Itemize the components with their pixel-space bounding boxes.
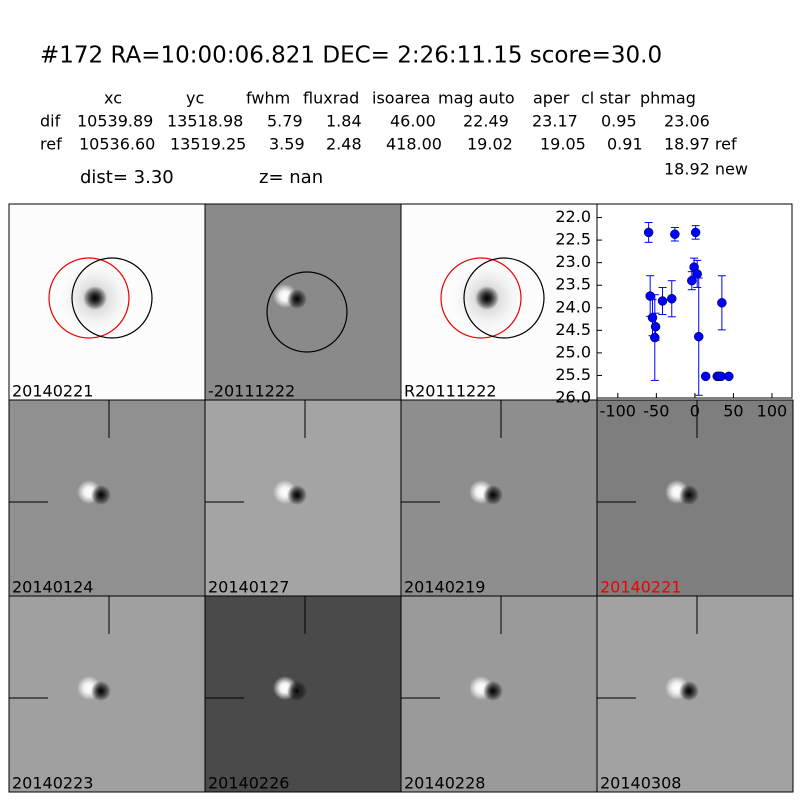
cell: 13518.98 <box>167 112 243 131</box>
x-tick-label: 0 <box>690 402 700 421</box>
y-tick-label: 22.5 <box>555 230 591 249</box>
point <box>643 227 654 238</box>
cell: 18.97 ref <box>664 135 737 154</box>
column-header: phmag <box>640 89 696 108</box>
stamp-label: 20140228 <box>404 774 485 793</box>
cell: 418.00 <box>386 135 442 154</box>
negative <box>483 681 503 701</box>
negative <box>287 289 307 309</box>
y-tick-label: 23.0 <box>555 252 591 271</box>
stamp-label: 20140127 <box>208 578 289 597</box>
point <box>650 321 661 332</box>
y-tick-label: 26.0 <box>555 388 591 407</box>
stamp-label: 20140219 <box>404 578 485 597</box>
cell: 10539.89 <box>77 112 153 131</box>
y-tick-label: 23.5 <box>555 275 591 294</box>
y-tick-label: 22.0 <box>555 207 591 226</box>
column-header: aper <box>533 89 570 108</box>
point <box>724 371 734 382</box>
stamp-label: 20140124 <box>12 578 93 597</box>
column-header: fwhm <box>246 89 290 108</box>
source <box>83 286 107 310</box>
x-tick-label: 100 <box>757 402 788 421</box>
cell: 19.02 <box>467 135 513 154</box>
cell: 1.84 <box>326 112 362 131</box>
x-tick-label: -100 <box>600 402 636 421</box>
column-header: fluxrad <box>303 89 359 108</box>
point <box>692 269 702 279</box>
y-tick-label: 25.0 <box>555 342 591 361</box>
cell: 22.49 <box>463 112 509 131</box>
stamp-label: 20140223 <box>12 774 93 793</box>
negative <box>679 681 699 701</box>
column-header: mag auto <box>438 89 515 108</box>
cell: ref <box>40 135 62 154</box>
new-circle <box>71 257 153 339</box>
point <box>667 293 677 304</box>
ref-circle <box>48 257 130 339</box>
stamp-label: 20140221 <box>12 382 93 401</box>
cell: 0.95 <box>601 112 637 131</box>
stamp-label: 20140226 <box>208 774 289 793</box>
cell: 46.00 <box>390 112 436 131</box>
cell: 10536.60 <box>79 135 155 154</box>
cell: 0.91 <box>607 135 643 154</box>
cell: dif <box>40 112 61 131</box>
point <box>693 331 704 342</box>
cell: 23.06 <box>664 112 710 131</box>
point <box>650 332 660 343</box>
ref-circle <box>440 257 522 339</box>
new-circle <box>266 271 348 353</box>
negative <box>483 485 503 505</box>
source <box>475 286 499 310</box>
x-tick-label: 50 <box>723 402 743 421</box>
point <box>690 227 701 238</box>
negative <box>91 681 111 701</box>
z: z= nan <box>259 167 323 188</box>
cell: 18.92 new <box>664 160 748 179</box>
negative <box>679 485 699 505</box>
point <box>670 229 680 239</box>
dist: dist= 3.30 <box>80 167 174 188</box>
cell: 19.05 <box>540 135 586 154</box>
column-header: xc <box>104 89 122 108</box>
cell: 2.48 <box>326 135 362 154</box>
cell: 5.79 <box>267 112 303 131</box>
title: #172 RA=10:00:06.821 DEC= 2:26:11.15 sco… <box>40 43 662 69</box>
cell: 23.17 <box>532 112 578 131</box>
cell: 3.59 <box>269 135 305 154</box>
cell: 13519.25 <box>170 135 246 154</box>
point <box>717 298 727 308</box>
negative <box>287 485 307 505</box>
stamp-label: 20140221 <box>600 578 681 597</box>
point <box>657 296 668 306</box>
y-tick-label: 24.0 <box>555 297 591 316</box>
negative <box>91 485 111 505</box>
y-tick-label: 24.5 <box>555 320 591 339</box>
x-tick-label: -50 <box>643 402 669 421</box>
column-header: yc <box>186 89 204 108</box>
stamp-label: 20140308 <box>600 774 681 793</box>
new-circle <box>463 257 545 339</box>
stamp-label: -20111222 <box>208 382 295 401</box>
negative <box>287 681 307 701</box>
point <box>700 371 711 382</box>
column-header: isoarea <box>372 89 430 108</box>
y-tick-label: 25.5 <box>555 365 591 384</box>
column-header: cl star <box>581 89 631 108</box>
stamp-label: R20111222 <box>404 382 497 401</box>
